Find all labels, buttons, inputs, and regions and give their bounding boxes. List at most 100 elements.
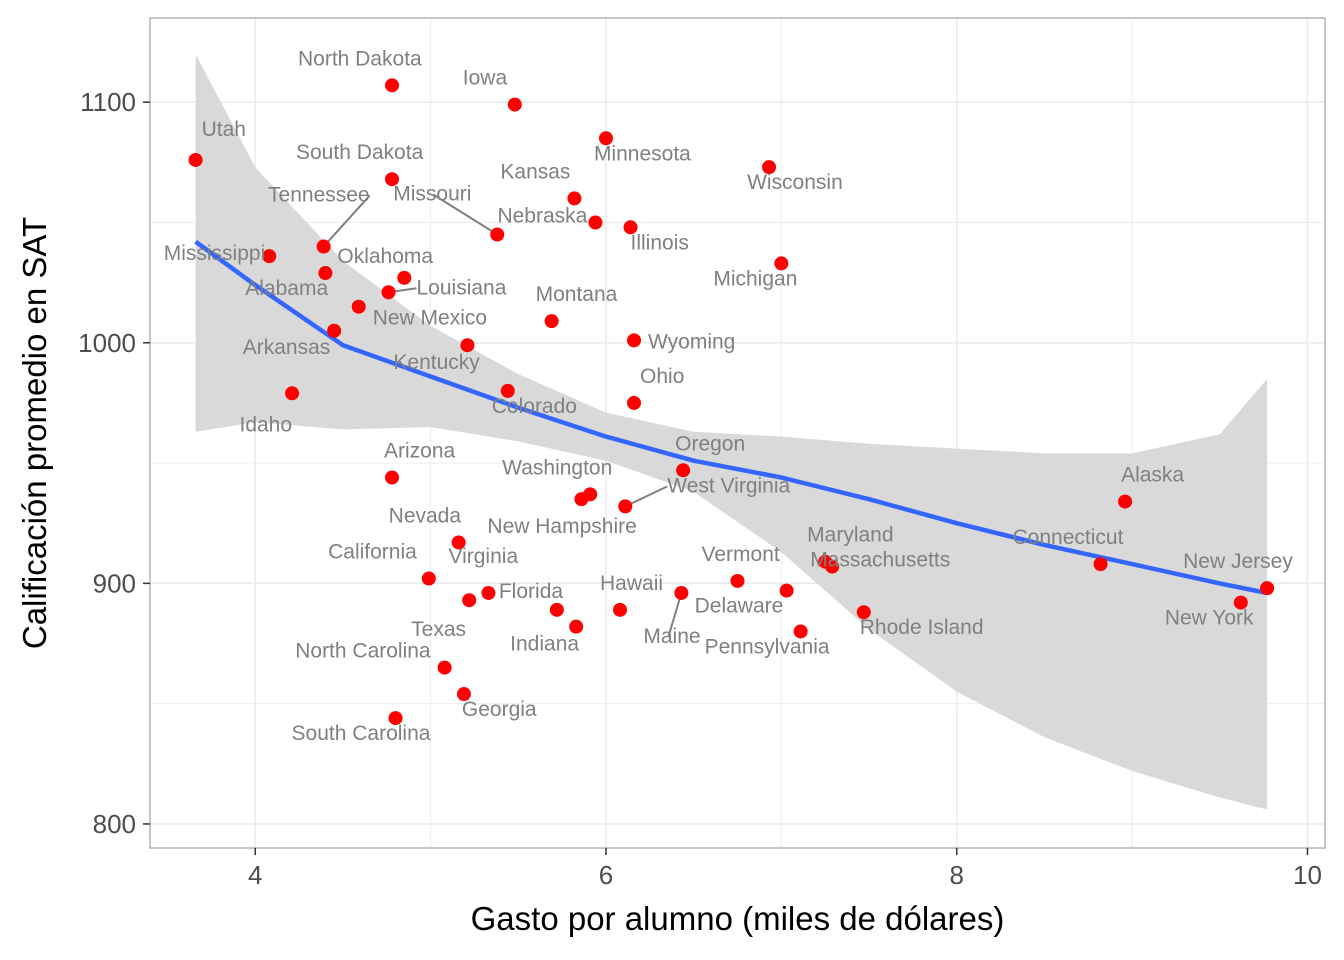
point-mississippi xyxy=(262,249,277,264)
point-oregon xyxy=(676,463,691,478)
point-pennsylvania xyxy=(793,624,808,639)
leader-west-virginia xyxy=(624,485,668,508)
label-wyoming: Wyoming xyxy=(648,330,735,353)
point-washington xyxy=(583,487,598,502)
label-washington: Washington xyxy=(502,456,612,479)
point-wyoming xyxy=(627,333,642,348)
point-virginia xyxy=(481,585,496,600)
point-kentucky xyxy=(460,338,475,353)
x-tick-label: 10 xyxy=(1293,860,1322,890)
loess-line xyxy=(194,239,1268,596)
y-axis-title: Calificación promedio en SAT xyxy=(16,217,53,649)
point-nebraska xyxy=(588,215,603,230)
label-iowa: Iowa xyxy=(463,67,508,90)
point-alaska xyxy=(1118,494,1133,509)
label-connecticut: Connecticut xyxy=(1013,526,1124,549)
data-points xyxy=(188,78,1275,726)
x-tick-label: 4 xyxy=(248,860,262,890)
label-north-carolina: North Carolina xyxy=(295,640,431,663)
label-louisiana: Louisiana xyxy=(417,276,507,299)
leader-missouri xyxy=(432,193,498,236)
point-oklahoma xyxy=(318,266,333,281)
label-georgia: Georgia xyxy=(462,698,537,721)
point-ohio xyxy=(627,395,642,410)
label-montana: Montana xyxy=(536,283,618,306)
label-missouri: Missouri xyxy=(393,183,471,206)
point-georgia xyxy=(456,687,471,702)
point-utah xyxy=(188,152,203,167)
label-minnesota: Minnesota xyxy=(594,142,691,165)
label-new-york: New York xyxy=(1165,607,1254,630)
label-arkansas: Arkansas xyxy=(243,336,331,359)
label-california: California xyxy=(328,541,417,564)
label-michigan: Michigan xyxy=(713,267,797,290)
point-maine xyxy=(674,585,689,600)
point-arkansas xyxy=(397,270,412,285)
label-hawaii: Hawaii xyxy=(600,572,663,595)
label-south-carolina: South Carolina xyxy=(292,722,431,745)
y-tick-label: 1000 xyxy=(78,328,136,358)
point-illinois xyxy=(623,220,638,235)
point-indiana xyxy=(569,619,584,634)
y-tick-label: 800 xyxy=(93,809,136,839)
label-idaho: Idaho xyxy=(239,413,292,436)
label-massachusetts: Massachusetts xyxy=(810,549,950,572)
label-nebraska: Nebraska xyxy=(497,204,587,227)
label-mississippi: Mississippi xyxy=(164,242,266,265)
point-north-carolina xyxy=(437,660,452,675)
smooth-trend-line xyxy=(194,239,1268,596)
label-new-jersey: New Jersey xyxy=(1183,550,1293,573)
label-oregon: Oregon xyxy=(675,432,745,455)
label-ohio: Ohio xyxy=(640,365,684,388)
y-tick-label: 900 xyxy=(93,568,136,598)
label-maine: Maine xyxy=(643,625,700,648)
point-north-dakota xyxy=(385,78,400,93)
label-illinois: Illinois xyxy=(631,231,689,254)
y-tick-label: 1100 xyxy=(80,87,136,117)
point-kansas xyxy=(567,191,582,206)
label-kentucky: Kentucky xyxy=(393,351,480,374)
label-wisconsin: Wisconsin xyxy=(747,171,843,194)
confidence-ribbon xyxy=(195,54,1268,810)
label-new-mexico: New Mexico xyxy=(373,307,487,330)
label-rhode-island: Rhode Island xyxy=(860,616,984,639)
point-texas xyxy=(462,593,477,608)
label-kansas: Kansas xyxy=(500,160,570,183)
point-iowa xyxy=(507,97,522,112)
point-new-jersey xyxy=(1260,581,1275,596)
label-west-virginia: West Virginia xyxy=(667,474,790,497)
confidence-band xyxy=(195,54,1268,810)
point-south-carolina xyxy=(388,711,403,726)
leader-tennessee xyxy=(322,194,371,248)
point-west-virginia xyxy=(618,499,633,514)
label-south-dakota: South Dakota xyxy=(296,141,424,164)
label-indiana: Indiana xyxy=(510,633,579,656)
label-nevada: Nevada xyxy=(389,504,462,527)
point-missouri xyxy=(490,227,505,242)
point-connecticut xyxy=(1093,557,1108,572)
label-oklahoma: Oklahoma xyxy=(337,245,433,268)
label-florida: Florida xyxy=(499,580,564,603)
point-vermont xyxy=(730,573,745,588)
label-north-dakota: North Dakota xyxy=(298,47,422,70)
label-alabama: Alabama xyxy=(245,277,328,300)
point-delaware xyxy=(779,583,794,598)
x-tick-label: 8 xyxy=(949,860,963,890)
point-wisconsin xyxy=(762,160,777,175)
label-texas: Texas xyxy=(411,618,466,641)
point-california xyxy=(421,571,436,586)
point-rhode-island xyxy=(856,605,871,620)
label-new-hampshire: New Hampshire xyxy=(487,515,636,538)
point-hawaii xyxy=(613,602,627,617)
state-labels: Utah Mississippi Idaho Tennessee Oklahoma Ala… xyxy=(164,47,1294,745)
leader-maine xyxy=(667,592,683,638)
point-new-york xyxy=(1233,595,1248,610)
point-montana xyxy=(544,314,559,329)
point-colorado xyxy=(500,383,515,398)
point-south-dakota xyxy=(385,172,400,187)
axes: 4 6 8 10 800 900 1000 1100 xyxy=(78,87,1322,890)
x-tick-label: 6 xyxy=(599,860,613,890)
label-maryland: Maryland xyxy=(807,524,893,547)
label-alaska: Alaska xyxy=(1121,464,1184,487)
